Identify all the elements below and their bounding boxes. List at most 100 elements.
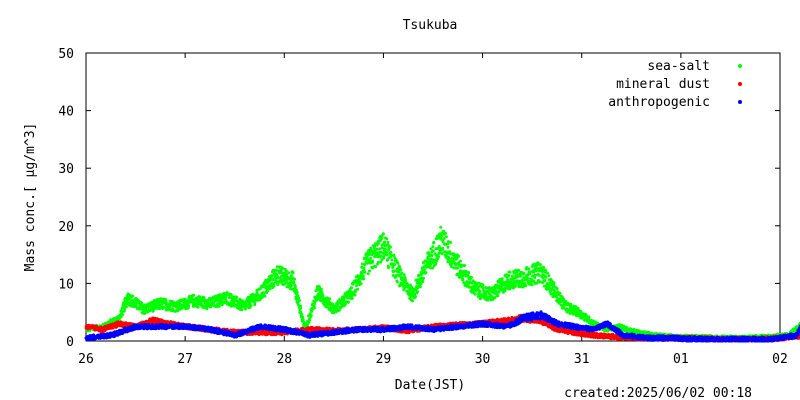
data-point bbox=[359, 282, 363, 286]
data-point bbox=[362, 277, 366, 281]
data-point bbox=[569, 302, 573, 306]
data-point bbox=[284, 269, 288, 273]
data-point bbox=[399, 268, 403, 272]
data-point bbox=[404, 279, 408, 283]
x-tick-label: 27 bbox=[177, 352, 193, 367]
data-point bbox=[287, 271, 291, 275]
y-tick-label: 40 bbox=[58, 105, 74, 120]
data-point bbox=[416, 290, 420, 294]
data-point bbox=[395, 280, 399, 284]
data-point bbox=[524, 284, 528, 288]
data-point bbox=[507, 274, 511, 277]
data-point bbox=[544, 275, 548, 279]
data-point bbox=[374, 265, 378, 269]
series-layer bbox=[84, 225, 800, 343]
data-point bbox=[430, 254, 434, 257]
data-point bbox=[328, 297, 332, 301]
data-point bbox=[274, 268, 278, 272]
data-point bbox=[541, 265, 545, 269]
data-point bbox=[447, 257, 451, 261]
data-point bbox=[388, 245, 392, 249]
data-point bbox=[320, 291, 324, 295]
data-point bbox=[558, 291, 562, 295]
data-point bbox=[387, 266, 391, 270]
data-point bbox=[121, 313, 124, 317]
data-point bbox=[389, 250, 393, 254]
data-point bbox=[137, 299, 141, 303]
data-point bbox=[522, 271, 526, 275]
data-point bbox=[206, 299, 210, 303]
data-point bbox=[396, 261, 400, 265]
data-point bbox=[291, 271, 295, 275]
x-tick-label: 29 bbox=[376, 352, 392, 367]
plot-frame bbox=[85, 52, 781, 342]
x-tick-label: 02 bbox=[772, 352, 788, 367]
data-point bbox=[445, 252, 449, 256]
data-point bbox=[456, 266, 459, 270]
data-point bbox=[369, 256, 372, 260]
data-point bbox=[288, 276, 292, 280]
data-point bbox=[444, 235, 448, 239]
data-point bbox=[312, 306, 316, 310]
data-point bbox=[431, 245, 435, 249]
data-point bbox=[503, 289, 507, 293]
data-point bbox=[350, 297, 354, 300]
data-point bbox=[299, 306, 303, 310]
data-point bbox=[527, 267, 531, 271]
data-point bbox=[270, 274, 274, 278]
data-point bbox=[543, 279, 547, 283]
data-point bbox=[266, 289, 270, 293]
data-point bbox=[541, 276, 545, 280]
data-point bbox=[422, 276, 425, 280]
data-point bbox=[431, 249, 435, 253]
data-point bbox=[294, 288, 298, 292]
data-point bbox=[353, 293, 357, 297]
data-point bbox=[463, 264, 467, 268]
data-point bbox=[154, 306, 158, 310]
data-point bbox=[308, 318, 311, 322]
data-point bbox=[218, 293, 222, 297]
data-point bbox=[519, 274, 522, 278]
data-point bbox=[186, 306, 190, 310]
data-point bbox=[461, 277, 465, 281]
data-point bbox=[295, 290, 299, 294]
data-point bbox=[240, 308, 244, 312]
data-point bbox=[496, 294, 500, 298]
data-point bbox=[383, 240, 387, 244]
data-point bbox=[441, 246, 445, 250]
data-point bbox=[508, 270, 512, 274]
data-point bbox=[381, 232, 385, 236]
data-point bbox=[380, 235, 384, 239]
x-tick-label: 31 bbox=[574, 352, 590, 367]
data-point bbox=[385, 253, 389, 257]
data-point bbox=[217, 304, 221, 308]
data-point bbox=[500, 277, 504, 281]
data-point bbox=[457, 254, 461, 258]
data-point bbox=[229, 293, 233, 297]
data-point bbox=[127, 297, 131, 301]
data-point bbox=[467, 271, 471, 275]
data-point bbox=[514, 284, 518, 288]
data-point bbox=[262, 291, 266, 295]
data-point bbox=[202, 296, 206, 300]
data-point bbox=[478, 290, 482, 294]
x-tick-label: 30 bbox=[475, 352, 491, 367]
data-point bbox=[134, 297, 138, 301]
data-point bbox=[176, 309, 180, 313]
data-point bbox=[538, 280, 542, 284]
data-point bbox=[125, 305, 128, 309]
data-point bbox=[130, 304, 134, 308]
y-tick-label: 50 bbox=[58, 47, 74, 62]
data-point bbox=[371, 260, 375, 264]
data-point bbox=[410, 299, 414, 303]
data-point bbox=[158, 306, 162, 310]
y-tick-label: 0 bbox=[66, 335, 74, 350]
data-point bbox=[237, 303, 241, 307]
data-point bbox=[479, 296, 483, 300]
data-point bbox=[517, 268, 521, 272]
data-point bbox=[367, 253, 371, 257]
data-point bbox=[379, 254, 383, 258]
